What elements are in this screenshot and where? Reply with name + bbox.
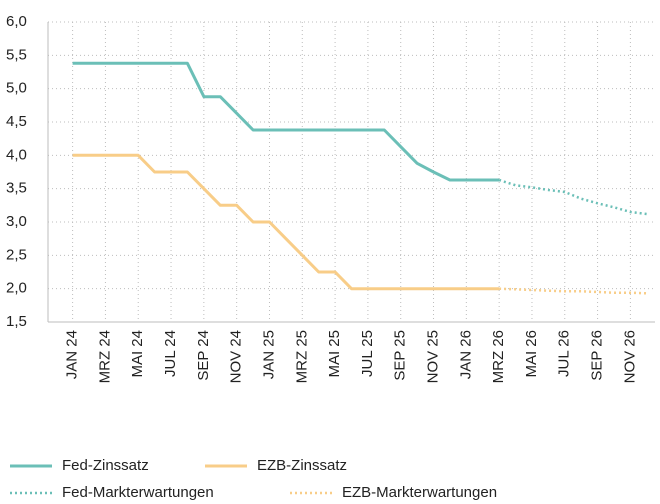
x-tick-label: JAN 24 [64, 330, 81, 379]
x-tick-label: SEP 24 [195, 330, 212, 381]
y-tick-label: 3,0 [6, 213, 27, 230]
x-tick-label: NOV 25 [424, 330, 441, 383]
x-tick-label: JAN 26 [457, 330, 474, 379]
legend-label: EZB-Markterwartungen [342, 484, 497, 501]
x-tick-label: NOV 24 [228, 330, 245, 383]
line-series [72, 153, 500, 291]
y-tick-label: 5,5 [6, 46, 27, 63]
x-tick-label: MAI 26 [523, 330, 540, 378]
x-tick-label: MRZ 24 [96, 330, 113, 383]
x-tick-label: JUL 25 [359, 330, 376, 377]
y-tick-label: 4,5 [6, 113, 27, 130]
line-series [499, 287, 647, 295]
y-tick-label: 6,0 [6, 13, 27, 30]
x-tick-label: MRZ 26 [490, 330, 507, 383]
legend-label: Fed-Zinssatz [62, 457, 149, 474]
y-tick-label: 4,0 [6, 146, 27, 163]
x-tick-label: MAI 25 [326, 330, 343, 378]
x-tick-label: JUL 24 [162, 330, 179, 377]
line-series [72, 61, 500, 182]
y-tick-label: 5,0 [6, 80, 27, 97]
x-tick-label: NOV 26 [621, 330, 638, 383]
y-tick-label: 3,5 [6, 180, 27, 197]
y-tick-label: 2,0 [6, 280, 27, 297]
y-tick-label: 1,5 [6, 313, 27, 330]
x-tick-label: JAN 25 [260, 330, 277, 379]
x-tick-label: SEP 25 [392, 330, 409, 381]
line-series [498, 178, 647, 216]
y-tick-label: 2,5 [6, 246, 27, 263]
x-tick-label: JUL 26 [556, 330, 573, 377]
x-tick-label: SEP 26 [589, 330, 606, 381]
legend-label: EZB-Zinssatz [257, 457, 347, 474]
x-tick-label: MAI 24 [129, 330, 146, 378]
x-tick-label: MRZ 25 [293, 330, 310, 383]
legend-label: Fed-Markterwartungen [62, 484, 214, 501]
